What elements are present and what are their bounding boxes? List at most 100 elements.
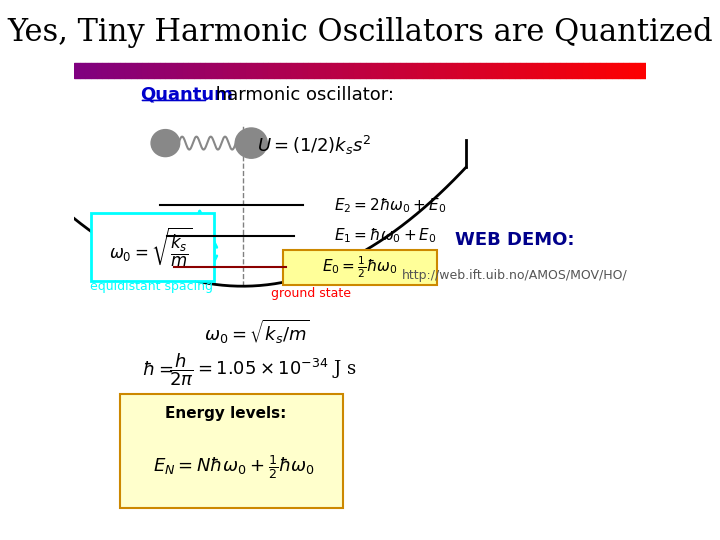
Bar bbox=[503, 63, 509, 78]
Bar bbox=[314, 63, 320, 78]
Bar bbox=[560, 63, 566, 78]
Bar bbox=[412, 63, 417, 78]
Bar bbox=[366, 63, 372, 78]
Bar bbox=[280, 63, 286, 78]
Bar bbox=[228, 63, 234, 78]
Bar bbox=[480, 63, 486, 78]
Text: $\hbar =$: $\hbar =$ bbox=[143, 361, 174, 379]
Bar bbox=[125, 63, 131, 78]
Bar bbox=[171, 63, 177, 78]
Bar bbox=[537, 63, 543, 78]
Bar bbox=[343, 63, 348, 78]
Bar bbox=[269, 63, 274, 78]
Text: $E_2 = 2\hbar\omega_0 + E_0$: $E_2 = 2\hbar\omega_0 + E_0$ bbox=[334, 196, 446, 214]
Bar bbox=[308, 63, 314, 78]
Bar bbox=[463, 63, 469, 78]
Bar bbox=[274, 63, 280, 78]
Bar bbox=[360, 63, 366, 78]
Bar bbox=[486, 63, 492, 78]
Text: ground state: ground state bbox=[271, 287, 351, 300]
Bar bbox=[406, 63, 412, 78]
Bar bbox=[624, 63, 629, 78]
Bar bbox=[143, 63, 148, 78]
Bar bbox=[572, 63, 577, 78]
Bar bbox=[120, 63, 125, 78]
Bar bbox=[325, 63, 331, 78]
Bar bbox=[114, 63, 120, 78]
FancyBboxPatch shape bbox=[120, 394, 343, 508]
Bar bbox=[303, 63, 308, 78]
Circle shape bbox=[151, 130, 180, 157]
Bar bbox=[549, 63, 554, 78]
Bar bbox=[498, 63, 503, 78]
Bar bbox=[618, 63, 624, 78]
Bar bbox=[606, 63, 612, 78]
Bar bbox=[177, 63, 183, 78]
Text: http://web.ift.uib.no/AMOS/MOV/HO/: http://web.ift.uib.no/AMOS/MOV/HO/ bbox=[402, 269, 627, 282]
Bar bbox=[137, 63, 143, 78]
Bar bbox=[469, 63, 474, 78]
Bar bbox=[635, 63, 641, 78]
Text: $E_N = N\hbar\omega_0 + \frac{1}{2}\hbar\omega_0$: $E_N = N\hbar\omega_0 + \frac{1}{2}\hbar… bbox=[153, 453, 315, 481]
Bar bbox=[451, 63, 457, 78]
Bar bbox=[577, 63, 583, 78]
Text: harmonic oscillator:: harmonic oscillator: bbox=[210, 85, 394, 104]
Text: $E_1 = \hbar\omega_0 + E_0$: $E_1 = \hbar\omega_0 + E_0$ bbox=[334, 227, 437, 245]
Bar bbox=[492, 63, 498, 78]
Text: Quantum: Quantum bbox=[140, 85, 233, 104]
Bar bbox=[526, 63, 531, 78]
Bar bbox=[583, 63, 589, 78]
Bar bbox=[211, 63, 217, 78]
Bar bbox=[199, 63, 205, 78]
Text: equidistant spacing: equidistant spacing bbox=[89, 280, 212, 293]
Bar bbox=[74, 0, 646, 65]
Text: WEB DEMO:: WEB DEMO: bbox=[455, 231, 575, 249]
Bar bbox=[554, 63, 560, 78]
Bar bbox=[74, 63, 79, 78]
Text: $E_0 = \frac{1}{2}\hbar\omega_0$: $E_0 = \frac{1}{2}\hbar\omega_0$ bbox=[322, 254, 398, 280]
Bar bbox=[428, 63, 434, 78]
Circle shape bbox=[235, 128, 267, 158]
Bar bbox=[595, 63, 600, 78]
Bar bbox=[515, 63, 521, 78]
Bar bbox=[457, 63, 463, 78]
Bar bbox=[102, 63, 108, 78]
Text: $\omega_0 = \sqrt{k_s / m}$: $\omega_0 = \sqrt{k_s / m}$ bbox=[204, 318, 310, 346]
Bar bbox=[521, 63, 526, 78]
Bar bbox=[543, 63, 549, 78]
Bar bbox=[348, 63, 354, 78]
Bar bbox=[389, 63, 395, 78]
Bar bbox=[79, 63, 85, 78]
Bar bbox=[440, 63, 446, 78]
Bar bbox=[166, 63, 171, 78]
Bar bbox=[446, 63, 451, 78]
Bar bbox=[263, 63, 269, 78]
Bar bbox=[292, 63, 297, 78]
Bar bbox=[641, 63, 646, 78]
Text: $\omega_0 = \sqrt{\dfrac{k_s}{m}}$: $\omega_0 = \sqrt{\dfrac{k_s}{m}}$ bbox=[109, 225, 193, 268]
Text: $\dfrac{h}{2\pi} = 1.05 \times 10^{-34}$ J s: $\dfrac{h}{2\pi} = 1.05 \times 10^{-34}$… bbox=[168, 352, 356, 388]
Bar bbox=[509, 63, 515, 78]
Bar bbox=[297, 63, 303, 78]
Bar bbox=[589, 63, 595, 78]
Bar bbox=[154, 63, 160, 78]
Bar bbox=[629, 63, 635, 78]
FancyBboxPatch shape bbox=[91, 213, 214, 281]
Bar bbox=[331, 63, 337, 78]
Bar bbox=[354, 63, 360, 78]
Bar bbox=[372, 63, 377, 78]
FancyBboxPatch shape bbox=[283, 250, 437, 285]
Bar bbox=[395, 63, 400, 78]
Bar bbox=[108, 63, 114, 78]
Text: $U = (1/2)k_s s^2$: $U = (1/2)k_s s^2$ bbox=[257, 134, 372, 157]
Bar bbox=[600, 63, 606, 78]
Bar bbox=[234, 63, 240, 78]
Bar bbox=[251, 63, 257, 78]
Bar bbox=[240, 63, 246, 78]
Bar bbox=[217, 63, 222, 78]
Bar bbox=[85, 63, 91, 78]
Bar bbox=[91, 63, 96, 78]
Bar bbox=[131, 63, 137, 78]
Bar bbox=[434, 63, 440, 78]
Bar bbox=[222, 63, 228, 78]
